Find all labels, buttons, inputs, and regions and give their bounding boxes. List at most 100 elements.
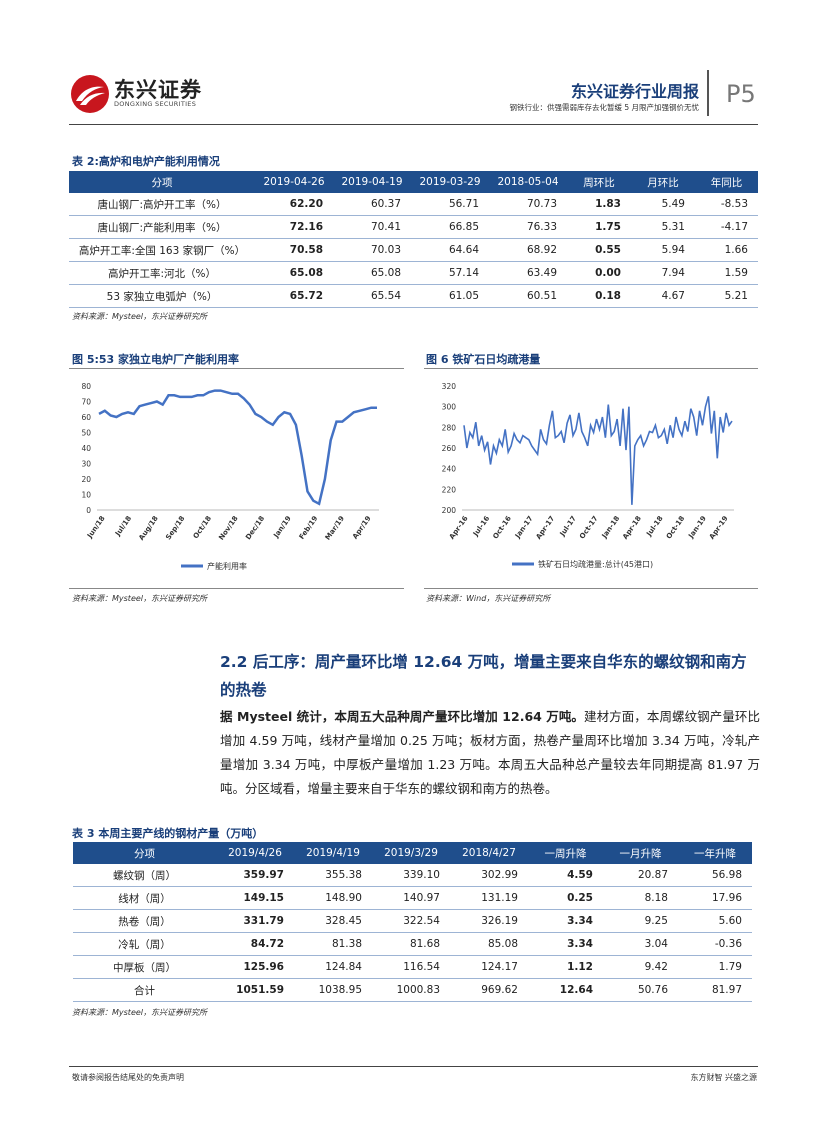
table3-col-header: 2019/4/26 (216, 842, 294, 864)
table-cell: 116.54 (372, 955, 450, 979)
capacity-utilization-chart: 0 10 20 30 40 50 60 70 80 Jun/18 Jul/18 Aug/18 Sep/1… (81, 382, 379, 571)
y-tick-label: 0 (86, 506, 91, 515)
table-row: 冷轧（周） 84.72 81.38 81.68 85.08 3.34 3.04 -0.36 (73, 932, 752, 956)
figure6-source: 资料来源：Wind，东兴证券研究所 (426, 594, 551, 603)
table-row: 中厚板（周） 125.96 124.84 116.54 124.17 1.12 9.42 1.… (73, 955, 752, 979)
table-cell: 0.18 (567, 284, 631, 308)
legend-label: 产能利用率 (207, 561, 247, 571)
y-tick-label: 320 (442, 382, 457, 391)
table2-caption: 表 2:高炉和电炉产能利用情况 (72, 155, 220, 168)
table-cell: 81.97 (678, 978, 752, 1002)
table2-col-header: 2019-04-26 (255, 171, 333, 193)
x-tick-label: Sep/18 (164, 514, 186, 541)
x-tick-label: Dec/18 (244, 514, 266, 541)
legend-label: 铁矿石日均疏港量:总计(45港口) (538, 559, 653, 569)
table-cell: 1.59 (695, 261, 758, 285)
x-tick-label: Jun/18 (85, 514, 106, 540)
table2-header-row: 分项 2019-04-26 2019-04-19 2019-03-29 2018-05-… (69, 171, 758, 193)
table2-source: 资料来源：Mysteel，东兴证券研究所 (72, 312, 208, 321)
table-cell: 148.90 (294, 886, 372, 910)
report-title: 东兴证券行业周报 (570, 82, 699, 101)
table2: 分项 2019-04-26 2019-04-19 2019-03-29 2018-05-… (69, 171, 758, 308)
table-row: 热卷（周） 331.79 328.45 322.54 326.19 3.34 9.25 5.6… (73, 909, 752, 933)
header-divider (707, 70, 709, 116)
y-tick-label: 10 (81, 491, 91, 500)
table-cell: 17.96 (678, 886, 752, 910)
table-cell: 76.33 (489, 215, 567, 239)
table-cell: 326.19 (450, 909, 528, 933)
table-cell: 125.96 (216, 955, 294, 979)
table-cell: 5.94 (631, 238, 695, 262)
table-cell: 62.20 (255, 193, 333, 216)
table-row: 高炉开工率:全国 163 家钢厂（%） 70.58 70.03 64.64 68.92 0… (69, 238, 758, 262)
table-cell: 359.97 (216, 864, 294, 887)
section-paragraph: 据 Mysteel 统计，本周五大品种周产量环比增加 12.64 万吨。建材方面… (220, 705, 760, 801)
table-cell: 3.04 (603, 932, 678, 956)
x-tick-label: Jan/19 (272, 514, 293, 540)
table2-col-header: 分项 (69, 171, 255, 193)
y-tick-label: 40 (81, 444, 91, 453)
table-cell: 63.49 (489, 261, 567, 285)
table-cell: -8.53 (695, 193, 758, 216)
row-label: 冷轧（周） (73, 932, 216, 956)
table-cell: 60.37 (333, 193, 411, 216)
row-label: 热卷（周） (73, 909, 216, 933)
table-cell: 9.25 (603, 909, 678, 933)
paragraph-lead: 据 Mysteel 统计，本周五大品种周产量环比增加 12.64 万吨。 (220, 709, 584, 724)
row-label: 唐山钢厂:产能利用率（%） (69, 215, 255, 239)
y-tick-label: 200 (442, 506, 457, 515)
table-row: 53 家独立电弧炉（%） 65.72 65.54 61.05 60.51 0.18 4.67… (69, 284, 758, 308)
x-tick-label: Apr-19 (708, 514, 730, 540)
table-cell: 328.45 (294, 909, 372, 933)
row-label: 螺纹钢（周） (73, 864, 216, 887)
x-tick-label: Apr-17 (535, 514, 557, 540)
x-tick-label: Oct-17 (578, 514, 600, 540)
table-cell: 7.94 (631, 261, 695, 285)
y-tick-label: 20 (81, 475, 91, 484)
x-tick-label: Jan-17 (513, 514, 535, 540)
table-row: 高炉开工率:河北（%） 65.08 65.08 57.14 63.49 0.00 7.94 1… (69, 261, 758, 285)
row-label: 高炉开工率:全国 163 家钢厂（%） (69, 238, 255, 262)
x-tick-label: Jul-16 (471, 514, 491, 538)
x-tick-label: Aug/18 (137, 514, 160, 541)
y-tick-label: 80 (81, 382, 91, 391)
table-cell: 65.08 (333, 261, 411, 285)
y-tick-label: 260 (442, 444, 457, 453)
table-cell: 65.08 (255, 261, 333, 285)
figure6-top-rule (424, 368, 758, 369)
y-tick-label: 50 (81, 429, 91, 438)
table-cell: 70.58 (255, 238, 333, 262)
figure6-bottom-rule (424, 588, 758, 589)
x-tick-label: Jul-18 (645, 514, 665, 538)
y-tick-label: 30 (81, 460, 91, 469)
report-subtitle: 钢铁行业：供强需弱库存去化暂缓 5 月限产加强钢价无忧 (509, 103, 699, 112)
y-tick-label: 240 (442, 465, 457, 474)
table3-source: 资料来源：Mysteel，东兴证券研究所 (72, 1008, 208, 1017)
table-cell: 85.08 (450, 932, 528, 956)
table3-col-header: 2019/3/29 (372, 842, 450, 864)
y-tick-label: 60 (81, 413, 91, 422)
table-cell: 56.71 (411, 193, 489, 216)
x-tick-label: Jan-19 (687, 514, 709, 540)
table3-header-row: 分项 2019/4/26 2019/4/19 2019/3/29 2018/4/27 一周… (73, 842, 752, 864)
series-line (98, 389, 377, 506)
table-cell: 50.76 (603, 978, 678, 1002)
paragraph-body: 建材方面，本周螺纹钢产量环比增加 4.59 万吨，线材产量增加 0.25 万吨；… (220, 709, 760, 796)
table-cell: -4.17 (695, 215, 758, 239)
header-rule (69, 124, 758, 125)
table-row: 螺纹钢（周） 359.97 355.38 339.10 302.99 4.59 20.87 5… (73, 864, 752, 887)
row-label: 线材（周） (73, 886, 216, 910)
footer-rule (69, 1066, 758, 1067)
table-cell: 1.66 (695, 238, 758, 262)
table-cell: 60.51 (489, 284, 567, 308)
x-tick-label: Oct/18 (192, 514, 213, 540)
table-cell: 1.75 (567, 215, 631, 239)
x-tick-label: Jul/18 (113, 514, 133, 538)
table-cell: 81.38 (294, 932, 372, 956)
x-tick-label: Mar/19 (324, 514, 346, 541)
figure5-source: 资料来源：Mysteel，东兴证券研究所 (72, 594, 208, 603)
table-cell: 66.85 (411, 215, 489, 239)
table-cell: 70.73 (489, 193, 567, 216)
table-cell: 20.87 (603, 864, 678, 887)
